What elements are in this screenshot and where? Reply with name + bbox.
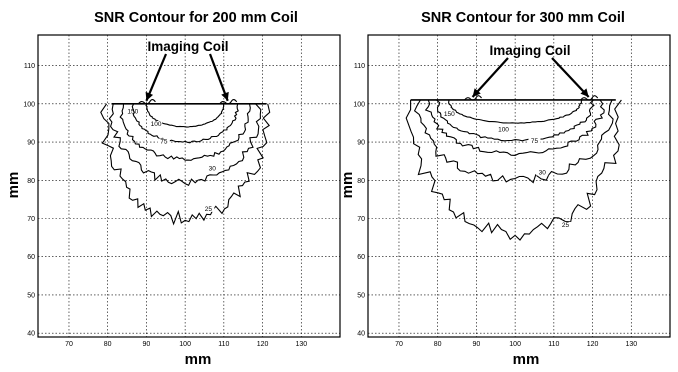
contour-label-bg bbox=[202, 205, 215, 212]
contour-label-150: 150 bbox=[444, 111, 455, 118]
y-tick-labels: 40 50 60 70 80 90 100 110 bbox=[23, 63, 35, 338]
coil-scribble bbox=[580, 95, 599, 101]
contour-line-75 bbox=[119, 103, 251, 161]
annotation-imaging-coil: Imaging Coil bbox=[490, 43, 571, 58]
annotation-arrow bbox=[145, 53, 168, 102]
x-tick-label: 70 bbox=[65, 341, 73, 348]
y-tick-label: 100 bbox=[353, 101, 365, 108]
coil-scribble bbox=[464, 95, 482, 101]
contour-label-75: 75 bbox=[531, 138, 539, 145]
chart-200mm-coil: SNR Contour for 200 mm Coil 70 80 90 100 110… bbox=[5, 10, 341, 368]
chart-title: SNR Contour for 300 mm Coil bbox=[421, 10, 625, 26]
y-tick-label: 90 bbox=[27, 140, 35, 147]
arrow-head bbox=[472, 88, 481, 97]
y-tick-label: 70 bbox=[357, 216, 365, 223]
contour-label-bg bbox=[150, 120, 163, 127]
contour-label-bg bbox=[559, 221, 572, 228]
arrow-head bbox=[145, 91, 154, 101]
contour-label-30: 30 bbox=[209, 166, 217, 173]
contour-line-150 bbox=[448, 99, 583, 124]
x-tick-label: 120 bbox=[257, 341, 269, 348]
plot-frame bbox=[37, 34, 341, 338]
contour-label-100: 100 bbox=[498, 126, 509, 133]
contour-line-25 bbox=[100, 103, 271, 226]
contour-label-75: 75 bbox=[160, 139, 168, 146]
y-axis-label: mm bbox=[5, 172, 22, 199]
annotation-arrow bbox=[208, 53, 229, 102]
x-tick-label: 100 bbox=[179, 341, 191, 348]
contour-lines: 150 100 75 30 25 bbox=[100, 103, 271, 226]
contour-lines: 150 100 75 30 25 bbox=[405, 99, 622, 241]
x-tick-label: 120 bbox=[587, 341, 599, 348]
chart-300mm-coil: SNR Contour for 300 mm Coil 70 80 90 100 110… bbox=[339, 10, 671, 368]
contour-label-bg bbox=[497, 126, 510, 133]
contour-label-100: 100 bbox=[151, 121, 162, 128]
contour-label-30: 30 bbox=[539, 170, 547, 177]
contour-label-bg bbox=[443, 111, 456, 118]
contour-line-100 bbox=[436, 99, 595, 142]
coil-marker bbox=[410, 95, 616, 101]
x-tick-label: 130 bbox=[295, 341, 307, 348]
x-tick-label: 80 bbox=[104, 341, 112, 348]
contour-label-25: 25 bbox=[562, 222, 570, 229]
x-axis-label: mm bbox=[513, 351, 540, 368]
y-tick-label: 110 bbox=[354, 63, 365, 70]
contour-label-bg bbox=[126, 108, 139, 115]
y-tick-label: 50 bbox=[27, 292, 35, 299]
contour-line-30 bbox=[413, 99, 614, 184]
x-tick-label: 100 bbox=[509, 341, 521, 348]
x-tick-label: 90 bbox=[143, 341, 151, 348]
x-tick-label: 90 bbox=[473, 341, 481, 348]
y-tick-label: 40 bbox=[27, 331, 35, 338]
grid-lines bbox=[368, 35, 670, 337]
contour-label-150: 150 bbox=[127, 108, 138, 115]
x-tick-label: 130 bbox=[625, 341, 637, 348]
y-tick-label: 60 bbox=[357, 254, 365, 261]
y-tick-label: 90 bbox=[357, 140, 365, 147]
contour-label-bg bbox=[157, 138, 170, 145]
x-tick-labels: 70 80 90 100 110 120 130 bbox=[395, 341, 637, 348]
annotation-arrow bbox=[471, 57, 509, 98]
contour-line-100 bbox=[131, 103, 239, 144]
contour-line-150 bbox=[145, 103, 225, 128]
contour-label-25: 25 bbox=[205, 206, 213, 213]
contour-line-75 bbox=[424, 99, 605, 156]
arrow-head bbox=[580, 88, 589, 97]
y-tick-label: 60 bbox=[27, 254, 35, 261]
contour-label-bg bbox=[528, 137, 541, 144]
coil-scribble bbox=[219, 98, 238, 105]
coil-marker bbox=[111, 98, 267, 105]
annotation-arrow bbox=[551, 57, 590, 98]
y-tick-label: 80 bbox=[357, 178, 365, 185]
contour-label-bg bbox=[536, 169, 549, 176]
y-tick-label: 50 bbox=[357, 292, 365, 299]
y-tick-label: 100 bbox=[23, 101, 35, 108]
y-tick-label: 80 bbox=[27, 178, 35, 185]
annotation-arrows bbox=[145, 53, 229, 102]
annotation-arrows bbox=[471, 57, 590, 98]
x-tick-label: 110 bbox=[548, 341, 559, 348]
y-tick-label: 110 bbox=[24, 63, 35, 70]
x-tick-label: 70 bbox=[395, 341, 403, 348]
contour-label-bg bbox=[206, 165, 219, 172]
coil-scribble bbox=[137, 98, 156, 105]
arrow-head bbox=[221, 91, 229, 101]
y-axis-label: mm bbox=[339, 172, 356, 199]
y-tick-labels: 40 50 60 70 80 90 100 110 bbox=[353, 63, 365, 338]
annotation-imaging-coil: Imaging Coil bbox=[148, 39, 229, 54]
chart-title: SNR Contour for 200 mm Coil bbox=[94, 10, 298, 26]
y-tick-label: 40 bbox=[357, 331, 365, 338]
x-tick-labels: 70 80 90 100 110 120 130 bbox=[65, 341, 307, 348]
x-axis-label: mm bbox=[185, 351, 212, 368]
x-tick-label: 80 bbox=[434, 341, 442, 348]
contour-line-25 bbox=[405, 99, 622, 241]
contour-line-30 bbox=[108, 103, 262, 187]
plot-frame bbox=[367, 34, 671, 338]
grid-lines bbox=[38, 35, 340, 337]
y-tick-label: 70 bbox=[27, 216, 35, 223]
x-tick-label: 110 bbox=[218, 341, 229, 348]
